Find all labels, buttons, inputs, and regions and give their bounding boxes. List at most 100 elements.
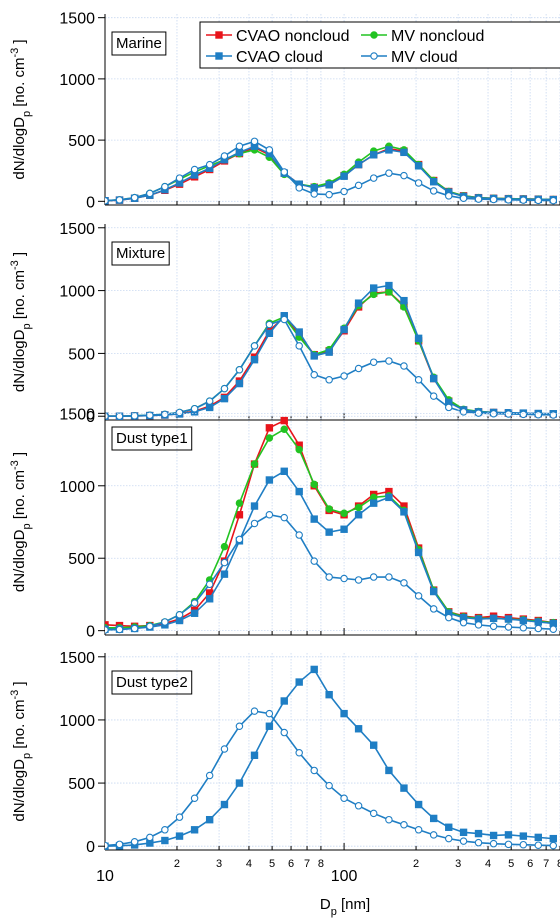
marker — [354, 576, 363, 584]
marker — [429, 392, 438, 400]
marker — [325, 781, 333, 790]
marker — [325, 528, 333, 536]
x-axis-label-part: D — [320, 896, 331, 913]
panel-label: Mixture — [116, 245, 165, 262]
marker — [250, 707, 259, 715]
marker — [265, 424, 274, 432]
marker — [459, 837, 468, 845]
marker — [130, 412, 139, 420]
y-tick-label: 0 — [86, 839, 95, 856]
marker — [325, 573, 333, 581]
marker — [235, 722, 244, 730]
x-tick-label: 6 — [288, 858, 294, 870]
y-tick-label: 1500 — [59, 650, 95, 667]
marker — [429, 814, 438, 823]
marker — [235, 379, 244, 388]
panel: 0 500 1000 1500 dN/dlogDp [no. cm-3 ] Dust ty… — [9, 406, 560, 641]
marker — [414, 592, 423, 600]
marker — [400, 362, 408, 370]
marker — [369, 151, 378, 159]
marker — [220, 394, 229, 403]
series-line — [105, 470, 554, 631]
marker — [280, 467, 288, 475]
marker — [161, 182, 169, 191]
marker — [265, 146, 274, 154]
marker — [161, 826, 169, 834]
marker — [489, 831, 498, 840]
marker — [205, 403, 214, 412]
marker — [400, 820, 408, 829]
marker — [146, 622, 154, 631]
y-tick-label: 0 — [86, 409, 95, 426]
marker — [340, 187, 348, 196]
marker — [354, 725, 363, 733]
marker — [519, 616, 528, 625]
marker — [519, 196, 528, 204]
marker — [250, 502, 259, 510]
x-tick-label: 3 — [455, 858, 461, 870]
marker — [534, 410, 543, 419]
marker — [414, 826, 423, 834]
marker — [265, 511, 274, 519]
marker — [489, 195, 498, 204]
marker — [385, 573, 393, 581]
marker — [220, 558, 229, 567]
marker — [459, 194, 468, 203]
marker — [534, 618, 542, 626]
marker — [105, 841, 109, 850]
y-axis-label: dN/dlogDp [no. cm-3 ] — [9, 39, 33, 179]
marker — [400, 508, 408, 516]
marker — [489, 839, 498, 848]
marker — [429, 178, 438, 186]
marker — [280, 425, 289, 434]
y-axis-label-part: -3 — [9, 260, 21, 270]
marker — [340, 325, 348, 334]
marker — [130, 193, 139, 202]
marker — [250, 355, 259, 364]
marker — [340, 794, 348, 802]
series-group — [105, 281, 558, 420]
marker — [295, 531, 303, 539]
marker — [295, 328, 303, 336]
panel-label: Dust type2 — [116, 674, 188, 691]
marker — [549, 834, 557, 843]
marker — [385, 146, 393, 154]
marker — [205, 771, 214, 780]
marker — [280, 168, 289, 176]
y-axis-label-part: -3 — [9, 690, 21, 700]
marker — [385, 281, 393, 290]
marker — [414, 334, 423, 343]
x-tick-label: 8 — [557, 858, 560, 870]
y-axis-label-part: -3 — [9, 460, 21, 470]
marker — [489, 622, 498, 631]
marker — [280, 416, 288, 425]
y-tick-label: 1500 — [59, 221, 95, 238]
marker — [161, 410, 169, 419]
marker — [354, 299, 363, 307]
marker — [504, 196, 513, 204]
marker — [504, 410, 513, 418]
y-tick-label: 1000 — [59, 479, 95, 496]
marker — [130, 624, 139, 633]
marker — [519, 840, 528, 849]
y-axis-label: dN/dlogDp [no. cm-3 ] — [9, 681, 33, 821]
marker — [400, 579, 408, 587]
series-group — [105, 416, 558, 634]
x-tick-label: 4 — [485, 858, 491, 870]
marker — [205, 580, 214, 589]
legend-label: CVAO noncloud — [236, 28, 350, 45]
x-tick-label: 100 — [331, 868, 358, 885]
legend-box — [199, 21, 560, 69]
marker — [220, 800, 229, 809]
marker — [354, 160, 363, 169]
y-axis-label-part: dN/dlogD — [11, 329, 28, 392]
y-axis-label-part: dN/dlogD — [11, 117, 28, 180]
x-axis-label-part: [nm] — [337, 896, 370, 913]
marker — [549, 196, 558, 205]
marker — [370, 52, 378, 60]
marker — [474, 621, 483, 629]
marker — [429, 187, 438, 195]
y-axis-label-part: -3 — [9, 48, 21, 58]
x-tick-label: 10 — [96, 868, 114, 885]
panel-label-box — [111, 241, 170, 266]
